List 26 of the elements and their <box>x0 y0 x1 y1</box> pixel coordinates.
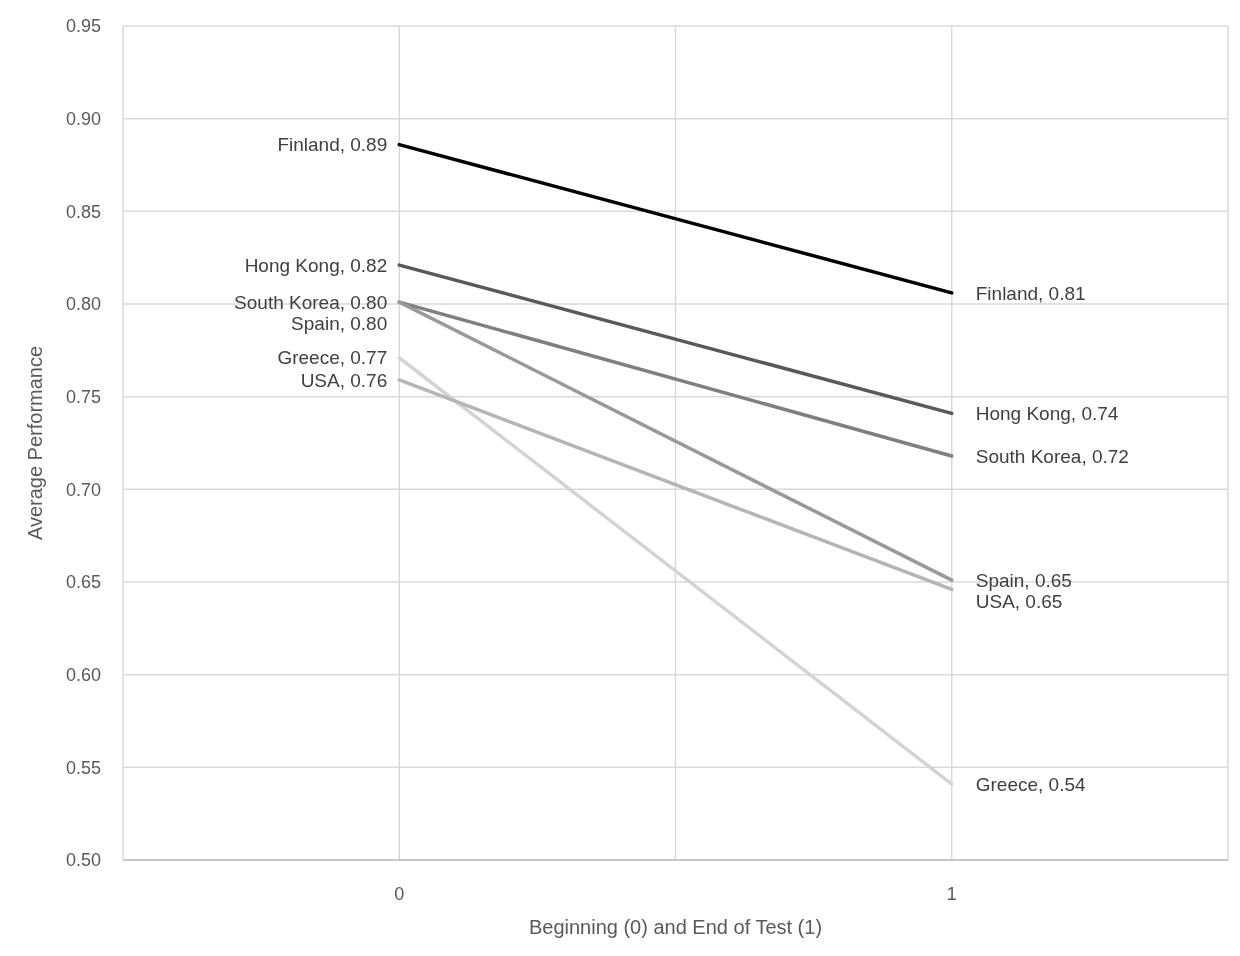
y-tick-label: 0.85 <box>65 201 101 222</box>
y-tick-label: 0.90 <box>65 108 101 129</box>
x-tick-label: 1 <box>946 884 957 904</box>
data-label: South Korea, 0.72 <box>975 445 1129 467</box>
y-tick-label: 0.60 <box>65 664 101 685</box>
y-tick-label: 0.80 <box>65 294 101 315</box>
y-tick-label: 0.65 <box>65 572 101 593</box>
data-label: Spain, 0.65 <box>975 569 1072 591</box>
y-axis-title: Average Performance <box>24 345 46 541</box>
data-label: Spain, 0.80 <box>291 312 388 334</box>
y-tick-label: 0.55 <box>65 757 101 778</box>
data-label: USA, 0.65 <box>975 590 1063 612</box>
data-label: Hong Kong, 0.82 <box>244 254 388 276</box>
x-tick-label: 0 <box>394 884 405 904</box>
y-tick-label: 0.95 <box>65 16 101 37</box>
x-axis-title: Beginning (0) and End of Test (1) <box>528 916 823 938</box>
data-label: Greece, 0.54 <box>975 773 1087 795</box>
data-label: South Korea, 0.80 <box>234 291 388 313</box>
y-tick-label: 0.75 <box>65 386 101 407</box>
data-label: Finland, 0.81 <box>975 282 1086 304</box>
data-label: Finland, 0.89 <box>277 134 388 156</box>
data-label: Greece, 0.77 <box>277 347 388 369</box>
y-tick-label: 0.50 <box>65 850 101 871</box>
y-tick-label: 0.70 <box>65 479 101 500</box>
data-label: Hong Kong, 0.74 <box>975 403 1119 424</box>
data-label: USA, 0.76 <box>300 369 388 391</box>
